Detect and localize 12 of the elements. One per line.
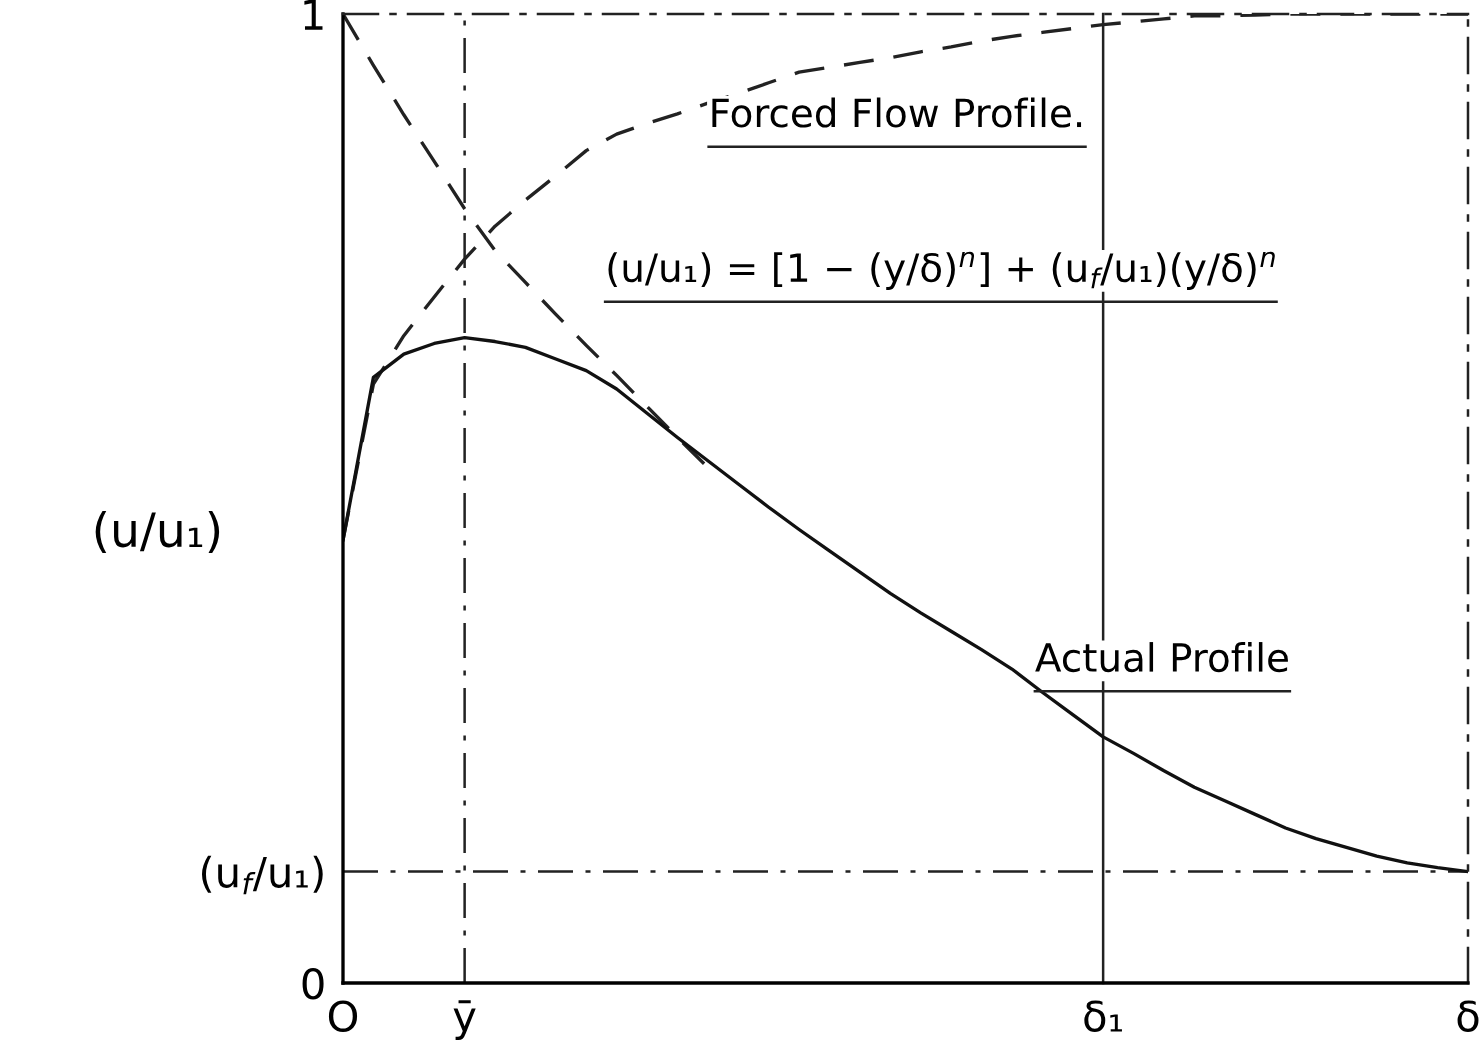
y-axis-title: (u/u₁) bbox=[95, 510, 220, 554]
series-label: Actual Profile bbox=[1035, 642, 1288, 673]
x-tick-label: ȳ bbox=[453, 1000, 476, 1040]
series-label: Forced Flow Profile. bbox=[712, 97, 1082, 128]
x-tick-label: δ₁ bbox=[1084, 1000, 1122, 1032]
y-tick-label: (u$_{f}$/u₁) bbox=[202, 855, 323, 895]
y-tick-label: 1 bbox=[304, 0, 323, 30]
y-tick-label: 0 bbox=[302, 967, 324, 1000]
x-tick-label: O bbox=[328, 1000, 358, 1032]
annotation: (u/u₁) = [1 − (y/δ)$^{n}$] + (u$_{f}$/u₁)(y/δ)$^{n}$ bbox=[608, 251, 1275, 290]
line-series bbox=[343, 335, 1468, 874]
x-tick-label: δ bbox=[1457, 1000, 1479, 1032]
